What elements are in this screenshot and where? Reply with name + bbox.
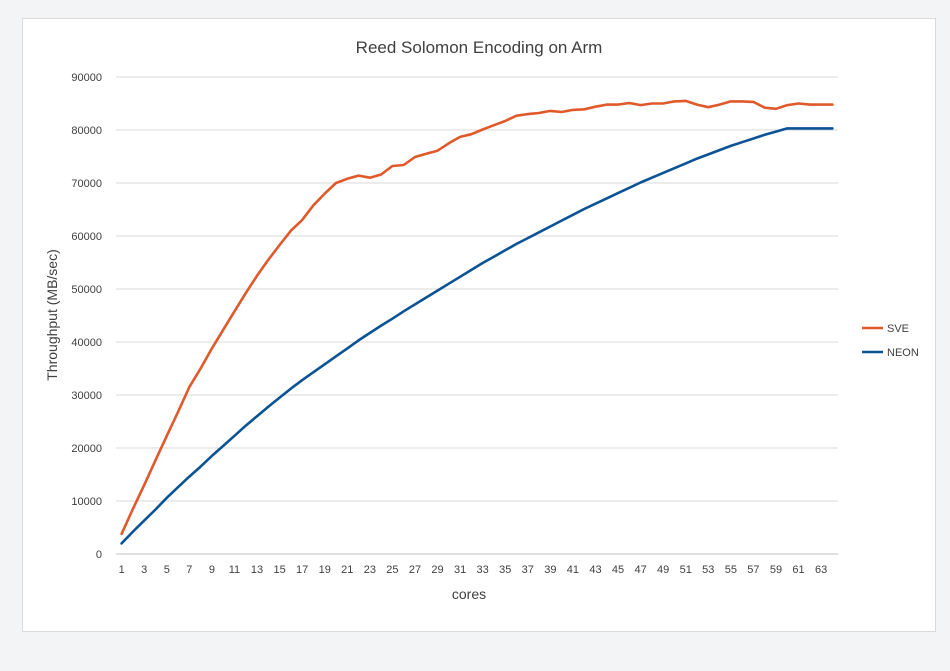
y-tick-label: 30000 — [71, 390, 102, 402]
line-chart: Reed Solomon Encoding on Arm 0 10000 20000… — [44, 38, 919, 602]
x-axis-ticks: 1 3 5 7 9 11 13 15 17 19 21 23 25 27 29 31 33 35 37 39 41 43 4… — [119, 564, 828, 576]
x-tick-label: 37 — [522, 564, 534, 576]
x-tick-label: 35 — [499, 564, 511, 576]
x-tick-label: 39 — [544, 564, 556, 576]
x-tick-label: 53 — [702, 564, 714, 576]
x-tick-label: 49 — [657, 564, 669, 576]
x-tick-label: 13 — [251, 564, 263, 576]
x-tick-label: 3 — [141, 564, 147, 576]
x-tick-label: 43 — [589, 564, 601, 576]
x-axis-title: cores — [452, 586, 486, 602]
x-tick-label: 31 — [454, 564, 466, 576]
x-tick-label: 59 — [770, 564, 782, 576]
x-tick-label: 11 — [229, 564, 240, 576]
legend: SVE NEON — [862, 323, 919, 359]
x-tick-label: 1 — [119, 564, 125, 576]
y-tick-label: 90000 — [71, 72, 102, 84]
y-tick-label: 80000 — [71, 125, 102, 137]
y-tick-label: 20000 — [71, 443, 102, 455]
x-tick-label: 33 — [477, 564, 489, 576]
y-tick-label: 0 — [96, 549, 102, 561]
x-tick-label: 17 — [296, 564, 308, 576]
y-axis-ticks: 0 10000 20000 30000 40000 50000 60000 70000 8000… — [71, 72, 102, 561]
x-tick-label: 45 — [612, 564, 624, 576]
x-tick-label: 29 — [431, 564, 443, 576]
x-tick-label: 15 — [273, 564, 285, 576]
legend-label-neon: NEON — [887, 347, 919, 359]
x-tick-label: 47 — [634, 564, 646, 576]
x-tick-label: 55 — [725, 564, 737, 576]
series-line-sve — [120, 99, 834, 536]
series-line-neon — [120, 127, 834, 545]
series-lines — [120, 99, 834, 545]
x-tick-label: 57 — [747, 564, 759, 576]
x-tick-label: 7 — [186, 564, 192, 576]
y-tick-label: 50000 — [71, 284, 102, 296]
y-tick-label: 70000 — [71, 178, 102, 190]
chart-title: Reed Solomon Encoding on Arm — [356, 38, 603, 57]
y-tick-label: 40000 — [71, 337, 102, 349]
x-tick-label: 5 — [164, 564, 170, 576]
x-tick-label: 61 — [792, 564, 804, 576]
x-tick-label: 19 — [319, 564, 331, 576]
gridlines — [116, 76, 838, 502]
x-tick-label: 63 — [815, 564, 827, 576]
x-tick-label: 23 — [364, 564, 376, 576]
x-tick-label: 41 — [567, 564, 579, 576]
y-axis-title: Throughput (MB/sec) — [44, 249, 60, 381]
x-tick-label: 51 — [680, 564, 692, 576]
x-tick-label: 9 — [209, 564, 215, 576]
x-tick-label: 27 — [409, 564, 421, 576]
y-tick-label: 10000 — [71, 496, 102, 508]
chart-frame: Reed Solomon Encoding on Arm 0 10000 20000… — [22, 18, 936, 632]
x-tick-label: 25 — [386, 564, 398, 576]
legend-label-sve: SVE — [887, 323, 909, 335]
x-tick-label: 21 — [341, 564, 353, 576]
y-tick-label: 60000 — [71, 231, 102, 243]
